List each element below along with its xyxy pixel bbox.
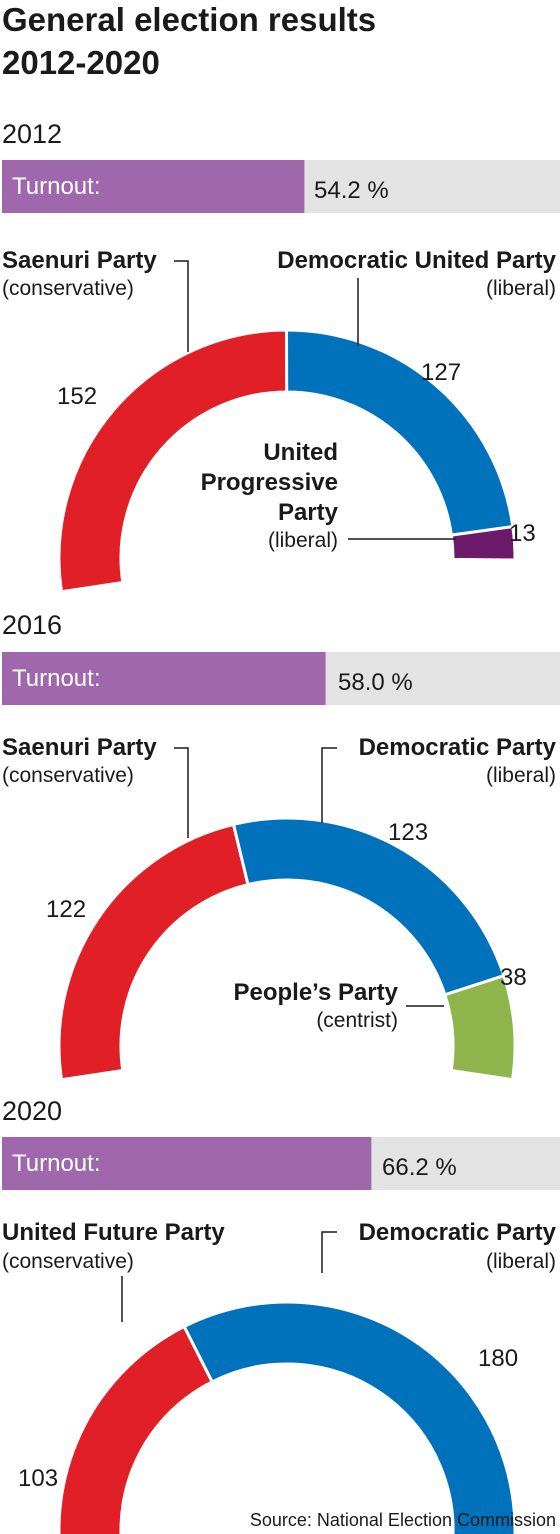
seat-arc-2016 <box>57 816 517 1082</box>
party-name-line-2-upp-2012: Progressive <box>201 469 338 496</box>
seat-label-democratic-2020: 180 <box>478 1345 518 1372</box>
party-name-democratic-2016: Democratic Party <box>359 734 557 761</box>
source-note: Source: National Election Commission <box>250 1510 556 1530</box>
title-line-1: General election results <box>2 1 376 38</box>
seat-segment-2020-1 <box>57 1324 215 1534</box>
year-2020: 2020 <box>2 1096 62 1126</box>
seat-label-united-future-2020: 103 <box>18 1465 58 1492</box>
seat-segment-2012-3 <box>449 524 517 562</box>
turnout-bar-2012 <box>2 160 305 213</box>
section-2012: 2012 Turnout: 54.2 % Saenuri Party (cons… <box>2 119 560 594</box>
year-2012: 2012 <box>2 119 62 149</box>
leader-line-democratic-2016 <box>321 747 337 823</box>
party-name-united-future-2020: United Future Party <box>2 1219 225 1246</box>
section-2020: 2020 Turnout: 66.2 % United Future Party… <box>2 1096 560 1534</box>
turnout-label-2020: Turnout: <box>12 1150 101 1177</box>
year-2016: 2016 <box>2 610 62 640</box>
seat-label-saenuri-2012: 152 <box>57 383 97 410</box>
leader-line-democratic-2020 <box>321 1231 337 1273</box>
seat-label-peoples-2016: 38 <box>500 964 527 991</box>
leader-line-saenuri-2016 <box>174 747 189 838</box>
seat-label-upp-2012: 13 <box>509 520 536 547</box>
seat-segment-2020-2 <box>182 1300 517 1534</box>
party-leaning-democratic-2020: (liberal) <box>486 1250 556 1273</box>
party-leaning-saenuri-2012: (conservative) <box>2 277 134 300</box>
seat-segment-2012-1 <box>57 328 289 594</box>
party-leaning-saenuri-2016: (conservative) <box>2 764 134 787</box>
seat-label-democratic-united-2012: 127 <box>421 359 461 386</box>
party-name-democratic-united-2012: Democratic United Party <box>277 247 556 274</box>
seat-label-democratic-2016: 123 <box>388 819 428 846</box>
party-leaning-democratic-2016: (liberal) <box>486 764 556 787</box>
turnout-bar-2020 <box>2 1137 372 1190</box>
party-leaning-peoples-2016: (centrist) <box>316 1009 398 1032</box>
party-name-peoples-2016: People’s Party <box>233 979 398 1006</box>
turnout-bar-2016 <box>2 652 326 705</box>
party-name-saenuri-2016: Saenuri Party <box>2 734 157 761</box>
turnout-label-2016: Turnout: <box>12 665 101 692</box>
turnout-value-2012: 54.2 % <box>314 177 389 204</box>
turnout-value-2020: 66.2 % <box>382 1154 457 1181</box>
seat-label-saenuri-2016: 122 <box>46 896 86 923</box>
title-line-2: 2012-2020 <box>2 44 160 81</box>
turnout-label-2012: Turnout: <box>12 173 101 200</box>
leader-line-saenuri-2012 <box>174 260 189 352</box>
party-leaning-united-future-2020: (conservative) <box>2 1250 134 1273</box>
party-leaning-upp-2012: (liberal) <box>268 529 338 552</box>
party-leaning-democratic-united-2012: (liberal) <box>486 277 556 300</box>
turnout-value-2016: 58.0 % <box>338 669 413 696</box>
party-name-line-3-upp-2012: Party <box>278 499 339 526</box>
party-name-saenuri-2012: Saenuri Party <box>2 247 157 274</box>
seat-arc-2020 <box>57 1300 517 1534</box>
party-name-democratic-2020: Democratic Party <box>359 1219 557 1246</box>
seat-segment-2016-3 <box>443 973 517 1082</box>
section-2016: 2016 Turnout: 58.0 % Saenuri Party (cons… <box>2 610 560 1082</box>
seat-segment-2016-2 <box>231 816 506 997</box>
seat-segment-2016-1 <box>57 822 250 1082</box>
party-name-line-1-upp-2012: United <box>263 439 338 466</box>
seat-arc-2012 <box>57 328 517 594</box>
